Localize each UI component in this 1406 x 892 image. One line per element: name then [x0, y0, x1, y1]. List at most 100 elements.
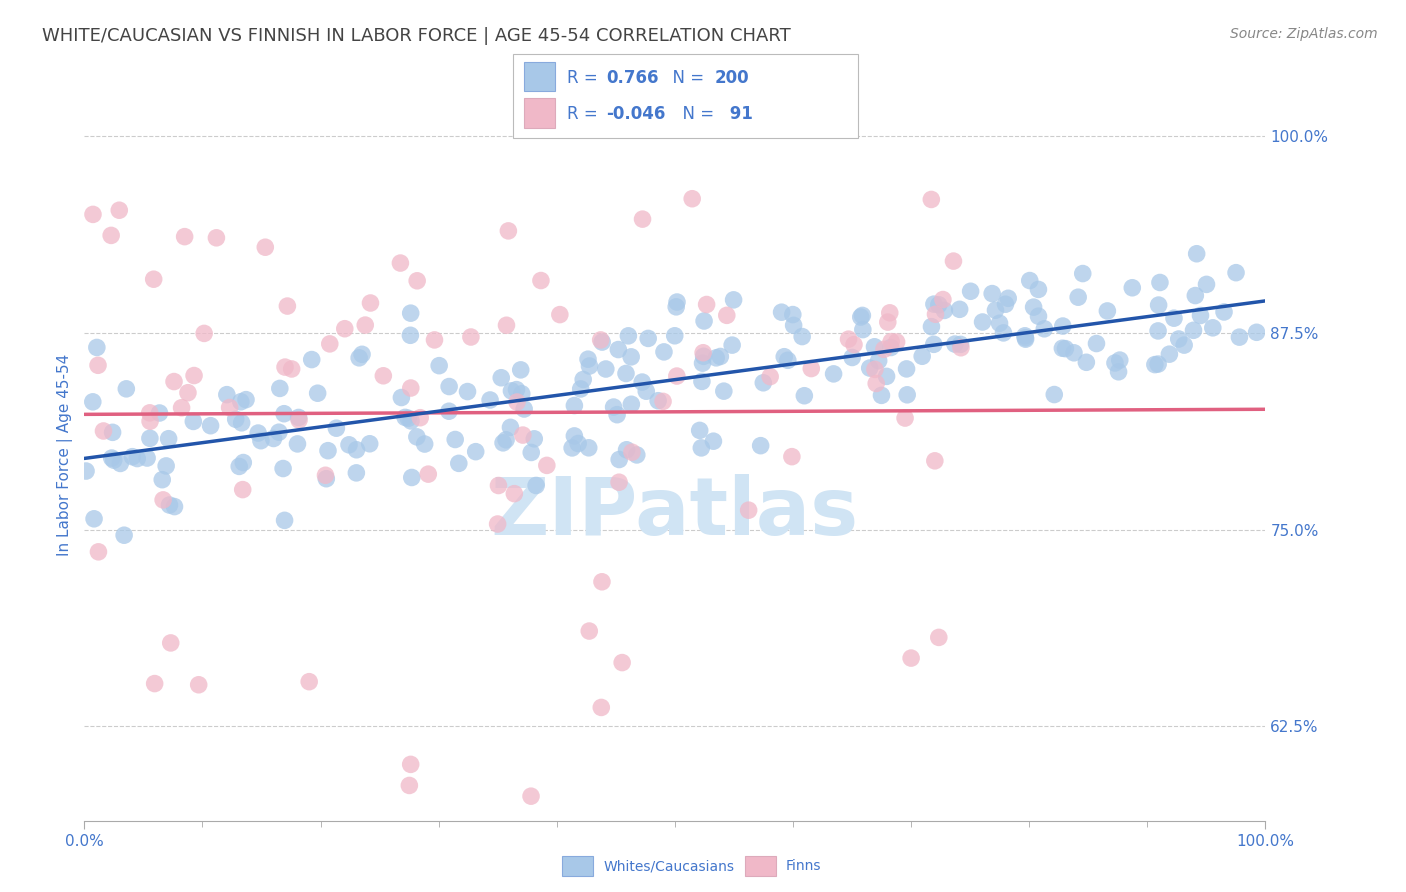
- Point: [886, 334, 908, 349]
- Point: [1033, 322, 1056, 336]
- Text: Finns: Finns: [786, 859, 821, 873]
- Point: [709, 350, 731, 364]
- Point: [1076, 355, 1098, 369]
- Point: [894, 411, 917, 425]
- Point: [873, 343, 896, 357]
- Point: [1189, 309, 1212, 323]
- Point: [200, 418, 222, 433]
- Point: [398, 779, 420, 793]
- Point: [1225, 266, 1247, 280]
- Text: N =: N =: [672, 105, 720, 123]
- Point: [1104, 356, 1126, 370]
- Point: [793, 389, 815, 403]
- Point: [152, 492, 174, 507]
- Point: [841, 351, 863, 365]
- Point: [665, 300, 688, 314]
- Point: [269, 381, 291, 395]
- Point: [569, 382, 592, 396]
- Point: [280, 362, 302, 376]
- Point: [564, 399, 586, 413]
- Point: [503, 486, 526, 500]
- Point: [922, 297, 945, 311]
- Point: [501, 384, 523, 398]
- Point: [274, 360, 297, 375]
- Point: [495, 318, 517, 333]
- Point: [524, 478, 547, 492]
- Point: [287, 437, 309, 451]
- Point: [692, 349, 714, 363]
- Point: [139, 431, 162, 445]
- Point: [1202, 321, 1225, 335]
- Point: [1052, 341, 1074, 355]
- Point: [1028, 282, 1050, 296]
- Point: [177, 385, 200, 400]
- Text: -0.046: -0.046: [606, 105, 665, 123]
- Point: [427, 359, 450, 373]
- Point: [870, 388, 893, 402]
- Point: [1071, 267, 1094, 281]
- Point: [876, 315, 898, 329]
- Point: [399, 381, 422, 395]
- Point: [183, 414, 205, 428]
- Point: [142, 272, 165, 286]
- Point: [1167, 332, 1189, 346]
- Point: [110, 457, 132, 471]
- Point: [148, 406, 170, 420]
- Point: [578, 359, 600, 373]
- Point: [399, 757, 422, 772]
- Point: [620, 350, 643, 364]
- Point: [704, 351, 727, 365]
- Point: [307, 386, 329, 401]
- Point: [319, 337, 342, 351]
- Point: [759, 369, 782, 384]
- Point: [1163, 311, 1185, 326]
- Point: [87, 359, 110, 373]
- Point: [591, 574, 613, 589]
- Point: [287, 410, 309, 425]
- Point: [900, 651, 922, 665]
- Point: [591, 700, 613, 714]
- Text: Source: ZipAtlas.com: Source: ZipAtlas.com: [1230, 27, 1378, 41]
- Point: [849, 310, 872, 324]
- Point: [229, 394, 252, 409]
- Point: [530, 273, 553, 287]
- Point: [823, 367, 845, 381]
- Point: [637, 331, 659, 345]
- Point: [491, 370, 513, 384]
- Point: [606, 408, 628, 422]
- Point: [993, 326, 1015, 340]
- Point: [689, 424, 711, 438]
- Point: [1054, 342, 1077, 356]
- Point: [863, 362, 886, 376]
- Point: [1028, 309, 1050, 323]
- Point: [510, 386, 533, 401]
- Point: [617, 328, 640, 343]
- Point: [506, 395, 529, 409]
- Point: [690, 375, 713, 389]
- Point: [1108, 365, 1130, 379]
- Point: [499, 420, 522, 434]
- Point: [93, 424, 115, 438]
- Point: [838, 853, 860, 867]
- Text: WHITE/CAUCASIAN VS FINNISH IN LABOR FORCE | AGE 45-54 CORRELATION CHART: WHITE/CAUCASIAN VS FINNISH IN LABOR FORC…: [42, 27, 792, 45]
- Point: [498, 224, 520, 238]
- Point: [988, 316, 1011, 330]
- Point: [1014, 328, 1036, 343]
- Point: [488, 478, 510, 492]
- Point: [602, 400, 624, 414]
- Point: [315, 472, 337, 486]
- Point: [520, 445, 543, 459]
- Point: [838, 332, 860, 346]
- Point: [1052, 319, 1074, 334]
- Point: [232, 456, 254, 470]
- Point: [100, 228, 122, 243]
- Point: [880, 341, 903, 355]
- Point: [928, 298, 950, 312]
- Point: [157, 432, 180, 446]
- Point: [512, 428, 534, 442]
- Point: [692, 356, 714, 370]
- Point: [770, 305, 793, 319]
- Point: [614, 367, 637, 381]
- Point: [896, 362, 918, 376]
- Point: [187, 678, 209, 692]
